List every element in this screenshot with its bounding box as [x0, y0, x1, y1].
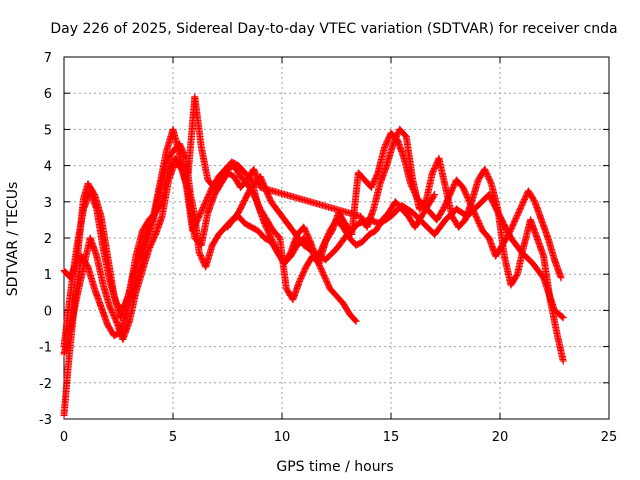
x-axis-ticks: 0 5 10 15 20 25	[60, 57, 617, 445]
series-track-3	[60, 93, 565, 351]
data-point	[352, 317, 360, 325]
y-tick-label: 1	[44, 268, 52, 283]
chart-title: Day 226 of 2025, Sidereal Day-to-day VTE…	[50, 21, 617, 37]
data-points	[60, 93, 567, 419]
y-tick-label: 7	[44, 51, 52, 66]
y-tick-label: 2	[44, 232, 52, 247]
x-tick-label: 20	[492, 430, 509, 445]
data-point	[351, 316, 359, 324]
x-tick-label: 0	[60, 430, 68, 445]
y-tick-label: -1	[39, 341, 52, 356]
x-tick-label: 10	[274, 430, 291, 445]
y-tick-label: 3	[44, 196, 52, 211]
y-tick-label: -3	[39, 413, 52, 428]
data-point	[430, 192, 438, 200]
x-tick-label: 25	[601, 430, 618, 445]
y-tick-label: 4	[44, 160, 52, 175]
data-point	[559, 357, 567, 365]
series-track-4	[60, 125, 567, 365]
data-point	[373, 170, 381, 178]
data-point	[487, 178, 495, 186]
x-axis-label: GPS time / hours	[276, 459, 393, 475]
y-tick-label: -2	[39, 377, 52, 392]
x-tick-label: 15	[383, 430, 400, 445]
y-axis-label: SDTVAR / TECUs	[5, 182, 21, 297]
data-point	[431, 191, 439, 199]
x-tick-label: 5	[169, 430, 177, 445]
y-tick-label: 6	[44, 87, 52, 102]
y-tick-label: 0	[44, 304, 52, 319]
data-point	[558, 313, 566, 321]
data-point	[559, 314, 567, 322]
data-point	[557, 274, 565, 282]
series-track-5	[224, 172, 567, 322]
y-tick-label: 5	[44, 123, 52, 138]
